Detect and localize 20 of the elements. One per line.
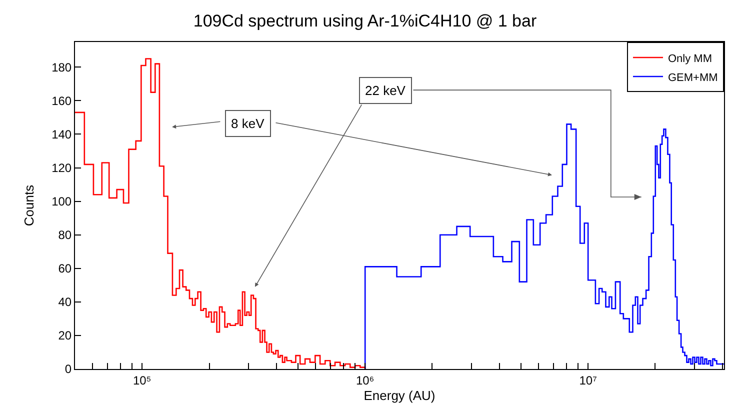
y-tick-label: 100 xyxy=(52,194,72,209)
x-tick-label: 10⁷ xyxy=(579,373,597,388)
legend-label: Only MM xyxy=(668,52,712,65)
y-tick-label: 20 xyxy=(58,328,72,343)
y-tick-label: 120 xyxy=(52,160,72,175)
annotation: 22 keV xyxy=(365,83,406,98)
chart-title: 109Cd spectrum using Ar-1%iC4H10 @ 1 bar xyxy=(193,11,537,30)
y-tick-label: 80 xyxy=(58,228,72,242)
y-tick-label: 60 xyxy=(58,262,72,276)
y-tick-label: 0 xyxy=(64,362,72,376)
legend-label: GEM+MM xyxy=(668,72,718,84)
y-tick-label: 40 xyxy=(58,295,72,310)
x-tick-label: 10⁵ xyxy=(132,373,152,388)
x-tick-label: 10⁶ xyxy=(356,373,374,388)
x-axis-title: Energy (AU) xyxy=(364,388,436,403)
y-tick-label: 160 xyxy=(52,94,72,108)
annotation: 8 keV xyxy=(231,116,265,131)
y-axis-title: Counts xyxy=(22,184,37,226)
y-tick-label: 140 xyxy=(52,127,72,142)
y-tick-label: 180 xyxy=(52,60,72,74)
